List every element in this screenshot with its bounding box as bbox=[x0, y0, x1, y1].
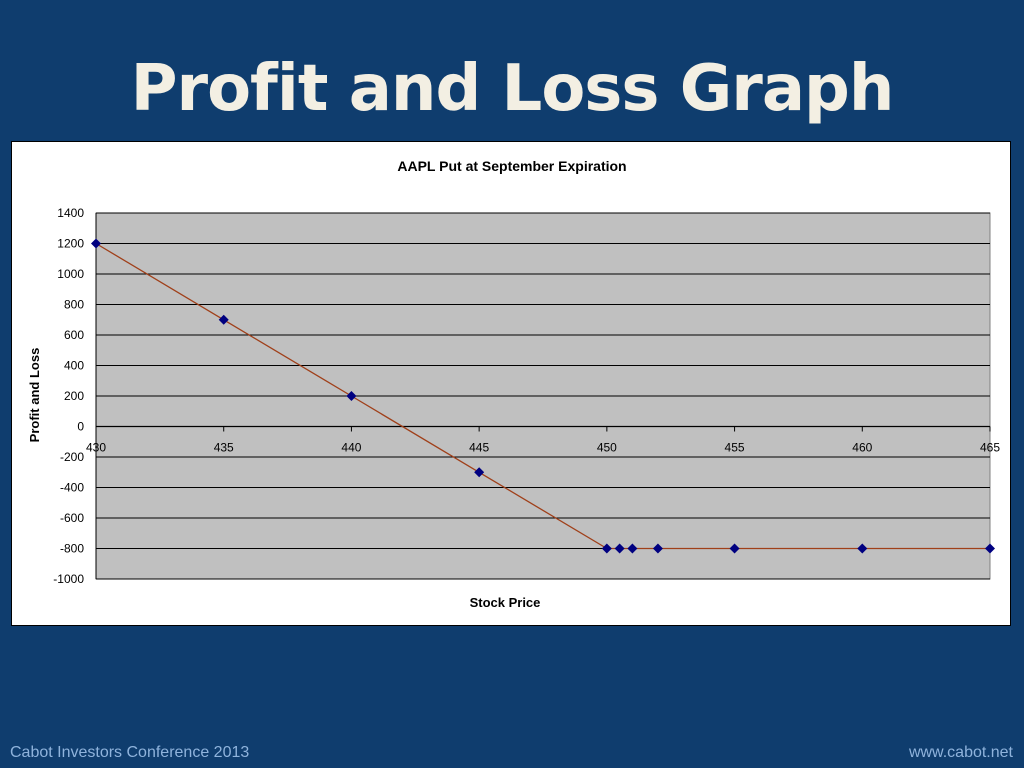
pnl-chart: AAPL Put at September Expiration 1400 120… bbox=[27, 158, 1000, 610]
gridlines bbox=[95, 212, 990, 580]
y-tick-label: -200 bbox=[60, 450, 84, 464]
slide-title: Profit and Loss Graph bbox=[130, 52, 895, 126]
x-tick-label: 455 bbox=[725, 441, 745, 455]
y-tick-label: -800 bbox=[60, 542, 84, 556]
data-point-marker bbox=[601, 543, 612, 554]
data-point-marker bbox=[474, 467, 485, 478]
data-point-marker bbox=[91, 238, 101, 249]
x-axis-label: Stock Price bbox=[470, 595, 541, 610]
y-axis-label: Profit and Loss bbox=[27, 348, 42, 443]
chart-frame: AAPL Put at September Expiration 1400 120… bbox=[11, 141, 1011, 626]
y-tick-label: -400 bbox=[60, 481, 84, 495]
y-tick-label: 600 bbox=[64, 328, 84, 342]
y-tick-label: 1400 bbox=[57, 206, 84, 220]
x-tick-label: 465 bbox=[980, 441, 1000, 455]
y-tick-label: 400 bbox=[64, 359, 84, 373]
data-point-marker bbox=[627, 543, 638, 554]
x-tick-label: 440 bbox=[341, 441, 361, 455]
x-tick-label: 460 bbox=[852, 441, 872, 455]
y-axis-ticks: 1400 1200 1000 800 600 400 200 0 -200 -400 -600 -80… bbox=[53, 206, 84, 586]
x-axis-ticks: 430 435 440 445 450 455 460 465 bbox=[86, 426, 1000, 455]
data-point-marker bbox=[218, 314, 229, 325]
y-tick-label: 1200 bbox=[57, 237, 84, 251]
series-layer bbox=[91, 238, 995, 554]
data-point-marker bbox=[857, 543, 868, 554]
y-tick-label: 0 bbox=[77, 420, 84, 434]
data-point-marker bbox=[614, 543, 625, 554]
y-tick-label: -600 bbox=[60, 511, 84, 525]
x-tick-label: 435 bbox=[214, 441, 234, 455]
chart-title: AAPL Put at September Expiration bbox=[397, 158, 626, 174]
data-point-marker bbox=[346, 391, 357, 401]
footer-conference: Cabot Investors Conference 2013 bbox=[10, 744, 250, 761]
x-tick-label: 430 bbox=[86, 441, 106, 455]
y-tick-label: -1000 bbox=[53, 572, 84, 586]
data-point-marker bbox=[652, 543, 663, 554]
data-point-marker bbox=[729, 543, 740, 554]
y-tick-label: 200 bbox=[64, 389, 84, 403]
y-tick-label: 800 bbox=[64, 298, 84, 312]
x-tick-label: 450 bbox=[597, 441, 617, 455]
x-tick-label: 445 bbox=[469, 441, 489, 455]
footer-website-link[interactable]: www.cabot.net bbox=[908, 744, 1013, 761]
y-tick-label: 1000 bbox=[57, 267, 84, 281]
data-point-marker bbox=[985, 543, 995, 554]
